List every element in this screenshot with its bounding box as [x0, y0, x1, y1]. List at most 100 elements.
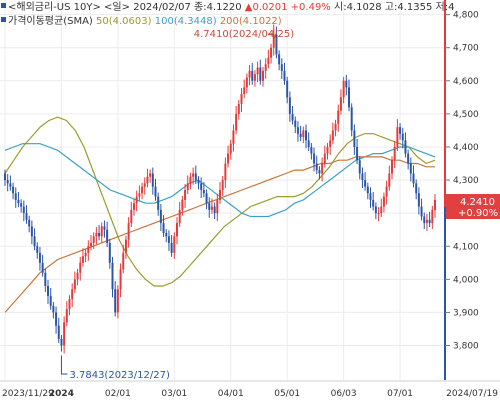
low-annotation: 3.7843(2023/12/27) [69, 370, 170, 381]
candle-body [407, 153, 410, 164]
candle-body [98, 233, 101, 237]
candle-body [159, 209, 162, 224]
x-tick-label: 03/01 [161, 389, 187, 399]
candle-body [291, 113, 294, 121]
candle-body [202, 190, 205, 194]
sma-50-line [4, 116, 436, 287]
candle-body [434, 199, 436, 210]
candle-body [36, 246, 39, 253]
candle-body [14, 193, 17, 200]
sma-title: 가격이동평균(SMA) [8, 14, 93, 27]
candle-body [423, 216, 426, 224]
candle-body [404, 140, 407, 154]
candle-body [425, 219, 428, 224]
candle-body [124, 239, 127, 253]
candle-body [243, 87, 246, 95]
last-price-pct: +0.90% [458, 208, 498, 219]
y-tick-label: 4,700 [453, 44, 479, 54]
candle-body [356, 146, 359, 161]
legend-square-sma [1, 17, 6, 22]
candle-body [259, 67, 262, 81]
candle-body [114, 289, 117, 313]
candle-body [30, 226, 33, 237]
candle-body [194, 173, 197, 181]
header-open: 시:4.1028 [334, 1, 382, 13]
candle-body [278, 54, 281, 65]
x-tick-label: 2023/11/29 [2, 389, 54, 399]
candle-body [127, 223, 130, 240]
header-close: 종:4.1220 [194, 1, 242, 13]
candle-body [256, 67, 259, 75]
candle-body [106, 229, 109, 243]
header-low: 저:4 [436, 1, 455, 13]
candle-body [92, 236, 95, 243]
x-tick-label: 06/03 [331, 389, 357, 399]
candle-body [420, 206, 423, 217]
candle-body [146, 176, 149, 184]
y-tick-label: 4,000 [453, 275, 479, 285]
candle-body [286, 80, 289, 98]
candle-body [296, 127, 299, 134]
candle-body [428, 219, 431, 224]
candle-body [253, 74, 256, 81]
candle-body [197, 180, 200, 184]
candle-body [345, 80, 348, 88]
candle-body [90, 242, 92, 247]
candle-body [310, 146, 313, 154]
svg-text:<해외금리-US 10Y> <일> 2024: <해외금리-US 10Y> <일> 2024/02/07 종:4.1220 ▲0… [8, 0, 454, 13]
candle-body [334, 123, 337, 131]
candle-body [71, 289, 74, 300]
candle-body [33, 236, 36, 247]
candle-body [6, 180, 9, 184]
candle-body [280, 64, 283, 71]
candle-body [264, 64, 267, 71]
candle-body [270, 47, 273, 58]
candle-body [361, 173, 364, 181]
candle-body [415, 183, 418, 194]
candle-body [326, 146, 329, 154]
high-marker-line [267, 24, 275, 35]
y-tick-label: 4,400 [453, 143, 479, 153]
candle-body [262, 70, 264, 81]
candle-body [133, 203, 135, 210]
candle-body [294, 120, 297, 128]
candle-body [41, 262, 44, 273]
candle-body [63, 322, 66, 346]
candle-body [122, 252, 125, 270]
candle-body [73, 279, 76, 290]
y-tick-label: 4,100 [453, 242, 479, 252]
candle-body [135, 196, 138, 204]
candle-body [12, 186, 15, 194]
candle-body [173, 236, 176, 253]
candle-body [275, 34, 278, 55]
candle-body [210, 206, 213, 210]
candle-body [143, 183, 146, 187]
candle-body [248, 70, 251, 78]
candle-body [103, 226, 106, 230]
candle-body [25, 213, 28, 220]
header-period: <일> [104, 1, 130, 13]
candle-body [119, 269, 122, 290]
candle-body [138, 193, 141, 197]
svg-text:가격이동평균(SMA) 50(4.0603): 가격이동평균(SMA) 50(4.0603) 100(4.3448) 200(4… [8, 14, 282, 27]
candle-body [237, 103, 240, 114]
header-date: 2024/02/07 [133, 2, 191, 13]
candle-body [111, 262, 114, 290]
x-tick-label: 2024 [49, 389, 74, 399]
candle-body [149, 173, 152, 177]
candle-body [208, 203, 211, 210]
candle-body [227, 153, 230, 164]
candle-body [181, 199, 184, 210]
candle-body [364, 180, 367, 187]
candle-body [84, 252, 87, 257]
candle-body [377, 213, 380, 215]
candle-body [52, 305, 55, 313]
x-tick-label: 05/01 [274, 389, 300, 399]
candle-body [154, 186, 157, 197]
candle-body [4, 173, 6, 181]
header-high: 고:4.1355 [385, 2, 433, 13]
candle-body [409, 163, 412, 174]
candle-body [60, 338, 63, 346]
